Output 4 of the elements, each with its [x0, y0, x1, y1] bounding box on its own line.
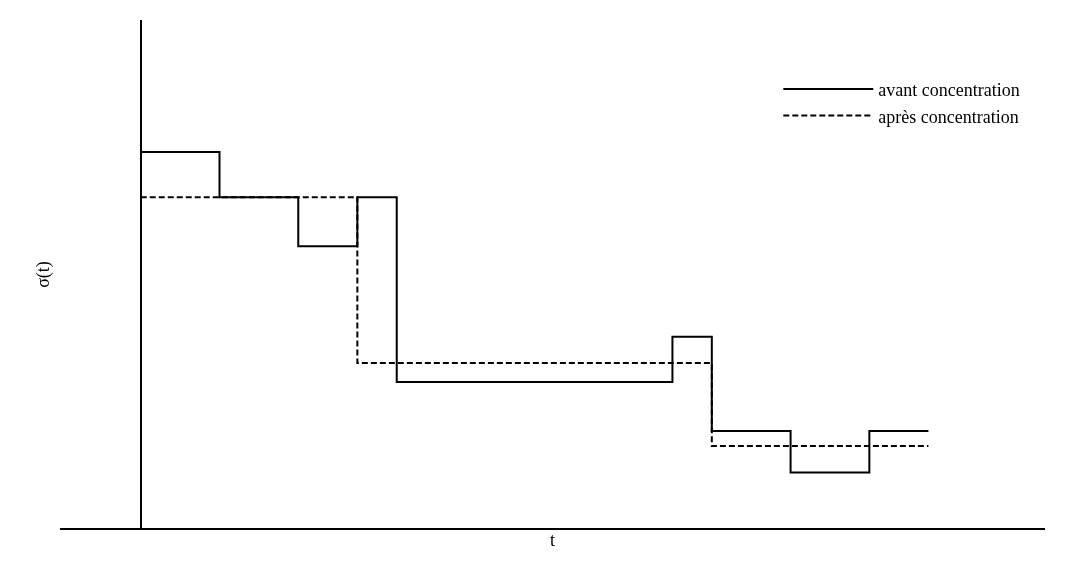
legend-label: après concentration	[878, 106, 1019, 127]
y-axis-title: σ(t)	[33, 261, 55, 288]
x-axis-title: t	[549, 530, 556, 551]
legend-label: avant concentration	[878, 80, 1020, 101]
